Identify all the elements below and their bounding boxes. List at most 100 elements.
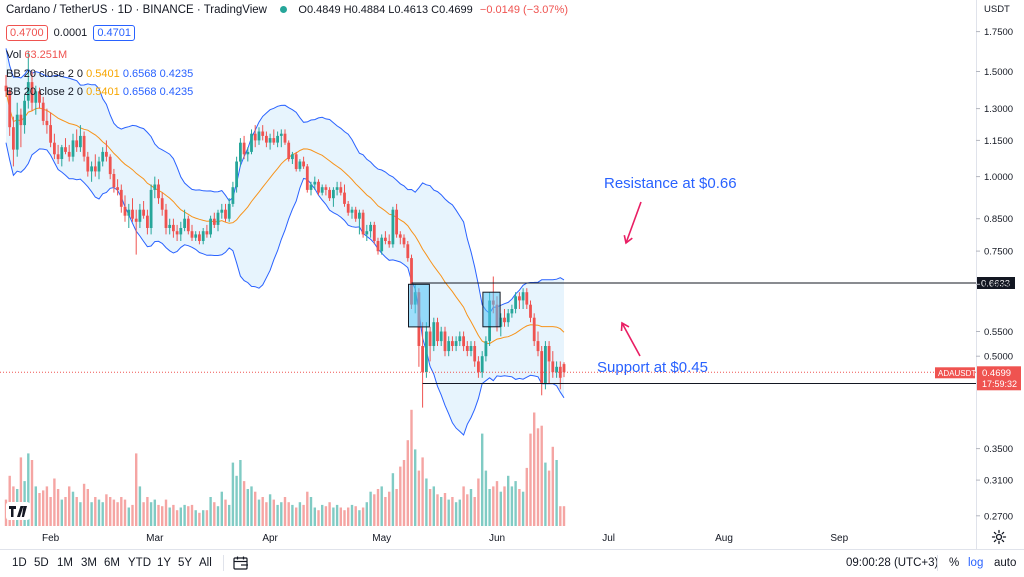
candle [246,147,250,162]
timeframe-6m[interactable]: 6M [104,557,120,569]
timeframe-5d[interactable]: 5D [34,557,49,569]
candle-body [454,341,458,346]
volume-bar [335,504,339,526]
volume-bar [547,470,551,526]
candle-body [97,161,101,172]
percent-toggle[interactable]: % [949,557,960,569]
timeframe-1d[interactable]: 1D [12,557,27,569]
volume-bar [175,510,179,526]
volume-bar [380,486,383,526]
candle [119,184,123,213]
symbol-tag-bg [935,367,975,379]
candle [343,184,346,207]
chart-header: Cardano / TetherUS · 1D · BINANCE · Trad… [6,4,568,16]
candle [19,108,23,148]
band-fill [6,48,564,436]
sell-price-button[interactable]: 0.4700 [6,25,48,41]
volume-bar [432,486,435,526]
support-arrow [620,321,641,357]
candle-body [484,341,488,357]
auto-toggle[interactable]: auto [994,557,1017,569]
volume-bar [149,502,153,526]
volume-bar [559,506,562,526]
volume-bar [365,502,368,526]
candle-body [287,142,291,160]
candle-body [190,231,194,238]
candle-body [346,203,350,213]
candle-body [168,224,172,228]
candle [313,176,317,190]
buy-price-button[interactable]: 0.4701 [93,25,135,41]
level-label-bg [977,277,1015,289]
settings-gear-icon[interactable] [991,529,1007,545]
volume-bar [313,507,316,526]
candle-body [26,82,30,101]
timeframe-all[interactable]: All [199,557,212,569]
candle-body [462,336,465,347]
candle [216,209,220,232]
bb-legend-1[interactable]: BB 20 close 2 0 0.5401 0.6568 0.4235 [6,68,193,80]
candle-body [562,364,566,373]
candle-body [49,125,52,143]
candle-body [547,346,551,362]
volume-bar [71,491,75,526]
volume-bar [529,433,532,526]
candle-body [4,85,8,92]
highlight-box [408,283,430,328]
timeframe-1m[interactable]: 1M [57,557,73,569]
volume-bar [8,475,11,526]
candle-body [503,317,506,323]
candle [93,154,97,177]
volume-bar [347,507,350,526]
tradingview-logo-icon[interactable] [6,502,30,520]
candle [227,198,231,222]
candle [146,209,149,235]
volume-bar [503,486,506,526]
timeframe-5y[interactable]: 5Y [178,557,193,569]
candle-body [127,209,131,216]
candle [484,336,488,362]
volume-bar [343,510,346,526]
volume-bar [391,473,395,526]
y-tick-label: 0.3500 [984,444,1013,455]
candle-body [376,241,380,252]
volume-bar [350,504,354,526]
candle-body [391,209,395,245]
clock-readout[interactable]: 09:00:28 (UTC+3) [846,557,939,569]
candle-body [123,206,127,216]
grid [798,487,973,527]
candle-body [540,351,544,384]
timeframe-1y[interactable]: 1Y [157,557,172,569]
volume-bar [417,470,421,526]
candle-body [425,331,428,373]
candle [26,51,30,109]
volume-bar [194,510,197,526]
candle-body [439,331,443,342]
candle [317,179,320,196]
symbol-title[interactable]: Cardano / TetherUS · 1D · BINANCE · Trad… [6,4,267,16]
log-toggle[interactable]: log [968,557,984,569]
bottom-toolbar: 1D 5D 1M 3M 6M YTD 1Y 5Y All 09:00:28 (U… [0,549,1024,577]
candle-body [183,218,186,228]
candle [168,218,172,235]
x-tick-label: Jun [489,533,505,544]
candle [287,140,291,162]
candle [153,176,157,199]
candle [436,317,439,346]
candle-body [358,212,361,219]
symbol-tag: ADAUSDT [938,369,976,378]
volume-bar [454,502,458,526]
bb-legend-2[interactable]: BB 20 close 2 0 0.5401 0.6568 0.4235 [6,86,193,98]
candle [112,168,116,193]
date-range-icon[interactable] [233,556,249,571]
candle-body [235,161,238,188]
volume-legend[interactable]: Vol 63.251M [6,49,67,61]
volume-bar [533,412,536,526]
timeframe-ytd[interactable]: YTD [128,557,151,569]
candle [395,203,398,238]
y-tick-label: 0.6600 [984,280,1013,291]
volume-bar [536,428,540,526]
candle [201,228,205,245]
timeframe-3m[interactable]: 3M [81,557,97,569]
